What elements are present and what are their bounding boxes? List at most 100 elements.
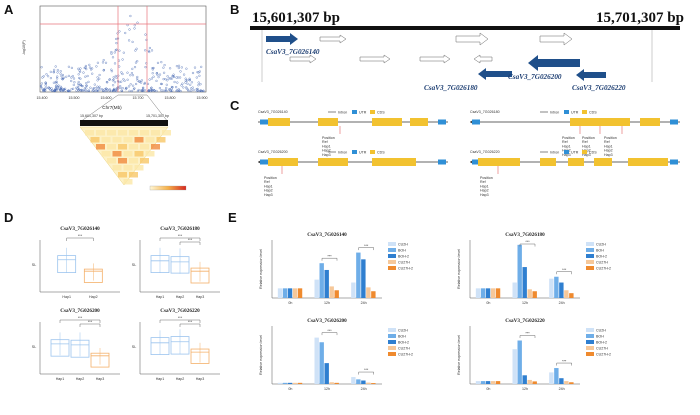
manhattan-point [136,75,139,79]
manhattan-point [55,84,58,87]
c-exon [268,158,298,166]
manhattan-point [119,85,122,88]
manhattan-point [98,85,101,88]
manhattan-point [188,77,191,80]
d-box [70,339,90,358]
manhattan-point [75,89,78,92]
c-gene-title: CsaV3_7G026200 [258,150,288,154]
ld-cell [134,165,144,171]
manhattan-point [77,67,80,70]
e-legend-swatch [388,346,396,350]
manhattan-point [113,62,117,65]
e-legend-swatch [388,266,396,270]
c-exon [478,158,520,166]
e-bar [297,382,303,384]
manhattan-point [160,82,163,86]
c-snp-row-label: Position [264,176,277,180]
e-bar [475,288,481,298]
manhattan-point [136,60,139,63]
c-snp-row-label: Hap1 [582,144,591,148]
manhattan-point [172,73,175,76]
manhattan-point [59,85,62,88]
c-exon [628,158,668,166]
manhattan-point [53,68,56,71]
c-legend-utr-swatch [564,150,569,154]
manhattan-point [188,78,191,81]
manhattan-point [78,69,81,72]
panel-label-e: E [228,210,237,225]
manhattan-point [115,87,118,90]
manhattan-point [153,89,156,92]
e-legend-swatch [388,248,396,252]
e-category-label: 24h [361,301,367,305]
c-exon [570,118,630,126]
d-box [83,268,103,283]
ld-cell [107,144,116,150]
manhattan-point [152,75,155,78]
d-sig-label: *** [178,316,183,320]
manhattan-point [175,86,178,89]
e-bar [569,293,574,298]
e-category-label: 0h [288,301,292,305]
d-category-label: Hap1 [62,295,71,299]
manhattan-point [184,77,187,80]
manhattan-point [112,88,115,91]
d-plot-title: CsaV3_7G026140 [60,226,100,232]
expression-bar-charts: CsaV3_7G026140 Relative expression level 0… [259,232,611,391]
e-legend-label: CU27H-2 [398,353,413,357]
e-sig-label: *** [525,332,530,336]
e-bar [324,363,329,384]
e-bar [522,375,527,384]
ld-heatmap-cells [85,130,171,185]
manhattan-point [130,89,133,93]
e-bar [287,382,293,384]
c-snp-row-label: Position [322,136,335,140]
e-bar [569,382,574,384]
manhattan-point [177,88,180,91]
e-bar [554,276,559,298]
e-legend-swatch [586,334,594,338]
manhattan-point [162,78,165,81]
e-bar [559,282,564,298]
manhattan-point [65,75,68,78]
ld-cell [90,137,100,143]
manhattan-point [125,86,128,89]
b-gene-arrow-open-4 [419,54,451,64]
c-legend-cds-swatch [370,110,375,114]
manhattan-point [129,74,132,77]
manhattan-point [49,88,52,91]
manhattan-point [114,74,117,78]
manhattan-point [148,46,151,50]
e-legend-label: CU2H [596,243,606,247]
panel-e: E CsaV3_7G026140 Relative expression leve… [228,210,611,391]
d-category-label: Hap1 [56,377,65,381]
c-snp-row-label: Position [604,136,617,140]
b-gene-arrow-open-7 [539,32,573,46]
c-snp-row-label: Ref [322,140,328,144]
b-gene-arrow-140 [266,33,298,45]
e-bar [282,382,288,384]
d-plot-title: CsaV3_7G026200 [60,308,100,314]
manhattan-point [111,56,115,59]
manhattan-point [62,88,66,91]
manhattan-points [39,14,205,93]
manhattan-xtick-label: 15.600 [101,96,112,100]
d-sig-label: *** [78,234,83,238]
ld-cell [140,158,149,164]
manhattan-point [106,89,109,92]
manhattan-point [108,78,111,81]
c-legend-intron: Intron [338,110,347,114]
manhattan-point [176,76,180,79]
manhattan-point [169,67,172,70]
manhattan-point [150,86,153,90]
manhattan-point [162,66,165,69]
manhattan-point [122,78,125,81]
manhattan-point [83,87,86,90]
manhattan-point [170,87,173,90]
manhattan-point [62,88,65,91]
e-legend-label: CU2H [398,243,408,247]
d-box [90,352,110,368]
manhattan-point [186,82,189,85]
c-legend-utr: UTR [359,110,367,114]
